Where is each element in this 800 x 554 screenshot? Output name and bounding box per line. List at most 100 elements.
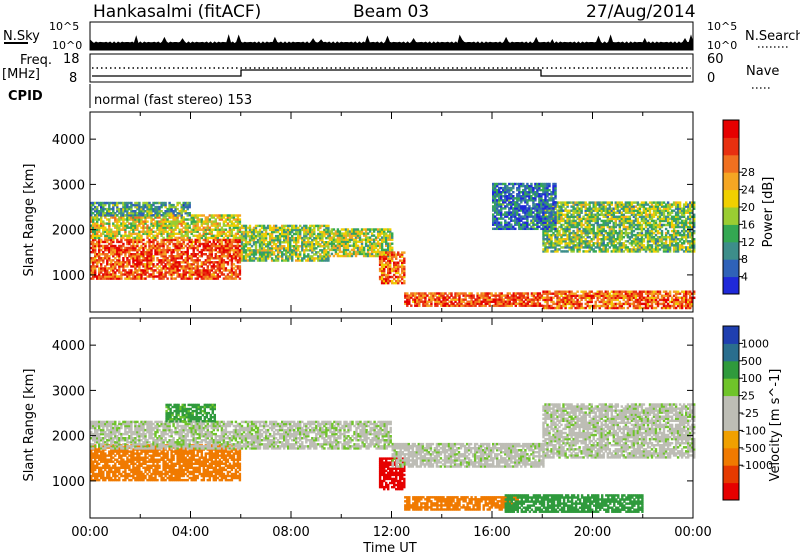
power-cell xyxy=(230,222,234,225)
power-cell xyxy=(94,236,97,240)
power-cell xyxy=(114,275,117,278)
power-cell xyxy=(170,224,173,227)
power-cell xyxy=(174,257,177,260)
power-cell xyxy=(399,279,402,283)
power-cell xyxy=(362,250,366,254)
power-cell xyxy=(401,259,404,262)
power-cell xyxy=(218,248,222,252)
power-cell xyxy=(176,269,179,272)
power-cell xyxy=(178,220,181,223)
power-cell xyxy=(319,249,322,252)
power-cell xyxy=(321,251,324,254)
power-cell xyxy=(128,277,131,280)
power-cell xyxy=(612,296,616,300)
power-cell xyxy=(352,234,356,237)
power-cell xyxy=(228,214,232,217)
power-cell xyxy=(588,300,591,304)
power-cell xyxy=(264,245,268,248)
power-cell xyxy=(301,228,304,232)
power-cell xyxy=(297,253,300,256)
power-cell xyxy=(532,304,536,307)
power-cell xyxy=(397,269,400,273)
power-cell xyxy=(146,269,149,272)
power-cell xyxy=(620,294,624,298)
power-cell xyxy=(216,263,220,266)
power-cell xyxy=(319,226,322,230)
power-cell xyxy=(574,292,577,295)
power-cell xyxy=(150,250,153,254)
power-cell xyxy=(164,250,167,254)
power-cell xyxy=(132,226,135,229)
power-cell xyxy=(162,255,165,258)
power-cell xyxy=(226,234,230,238)
power-cell xyxy=(321,234,324,238)
power-cell xyxy=(389,253,392,256)
power-cell xyxy=(358,250,362,254)
power-cell xyxy=(602,236,605,239)
power-cell xyxy=(186,250,189,254)
power-cell xyxy=(96,210,99,213)
power-cell xyxy=(100,201,103,205)
power-cell xyxy=(128,269,131,272)
power-cell xyxy=(254,245,258,248)
power-cell xyxy=(106,201,109,205)
power-cell xyxy=(380,244,384,248)
power-cell xyxy=(336,230,340,233)
power-cell xyxy=(350,232,354,235)
power-cell xyxy=(244,255,248,258)
power-cell xyxy=(297,230,300,234)
power-cell xyxy=(196,220,199,223)
power-cell xyxy=(218,267,222,270)
power-cell xyxy=(604,300,608,304)
power-cell xyxy=(160,244,163,248)
power-cell xyxy=(130,234,133,238)
power-cell xyxy=(562,229,565,233)
power-cell xyxy=(574,302,577,306)
power-cell xyxy=(174,214,177,217)
power-cell xyxy=(174,220,177,223)
power-cell xyxy=(118,250,121,254)
power-cell xyxy=(368,248,372,252)
power-cell xyxy=(301,247,304,250)
power-cell xyxy=(138,218,141,221)
power-cell xyxy=(90,224,93,227)
power-cell xyxy=(325,230,328,234)
power-cell xyxy=(128,238,131,242)
power-cell xyxy=(120,263,123,266)
power-cell xyxy=(108,207,111,211)
power-cell xyxy=(128,216,131,219)
power-cell xyxy=(226,238,230,242)
power-cell xyxy=(220,240,224,244)
power-cell xyxy=(138,240,141,244)
power-cell xyxy=(506,302,510,305)
nsky-frame xyxy=(89,21,694,51)
power-cell xyxy=(389,246,392,250)
power-cell xyxy=(474,298,477,301)
power-cell xyxy=(208,253,212,256)
power-cell xyxy=(385,236,388,239)
power-cell xyxy=(138,207,141,211)
power-cell xyxy=(168,216,171,219)
power-cell xyxy=(592,292,595,295)
power-cell xyxy=(376,232,380,235)
power-cell xyxy=(104,271,107,274)
power-cell xyxy=(126,210,129,213)
power-cell xyxy=(374,228,378,231)
power-cell xyxy=(376,240,380,243)
power-cell xyxy=(194,265,197,268)
power-cell xyxy=(132,214,135,217)
power-cell xyxy=(180,265,183,268)
power-cell xyxy=(242,243,246,246)
power-cell xyxy=(488,292,491,295)
power-cell xyxy=(188,263,191,266)
power-cell xyxy=(542,304,545,308)
power-cell xyxy=(622,207,626,210)
power-cell xyxy=(198,238,201,242)
power-cell xyxy=(186,232,189,236)
power-cell xyxy=(536,292,540,295)
power-cell xyxy=(126,277,129,280)
power-cell xyxy=(556,292,559,295)
power-cell xyxy=(530,300,534,303)
power-cell xyxy=(164,248,167,252)
power-cell xyxy=(556,298,559,302)
